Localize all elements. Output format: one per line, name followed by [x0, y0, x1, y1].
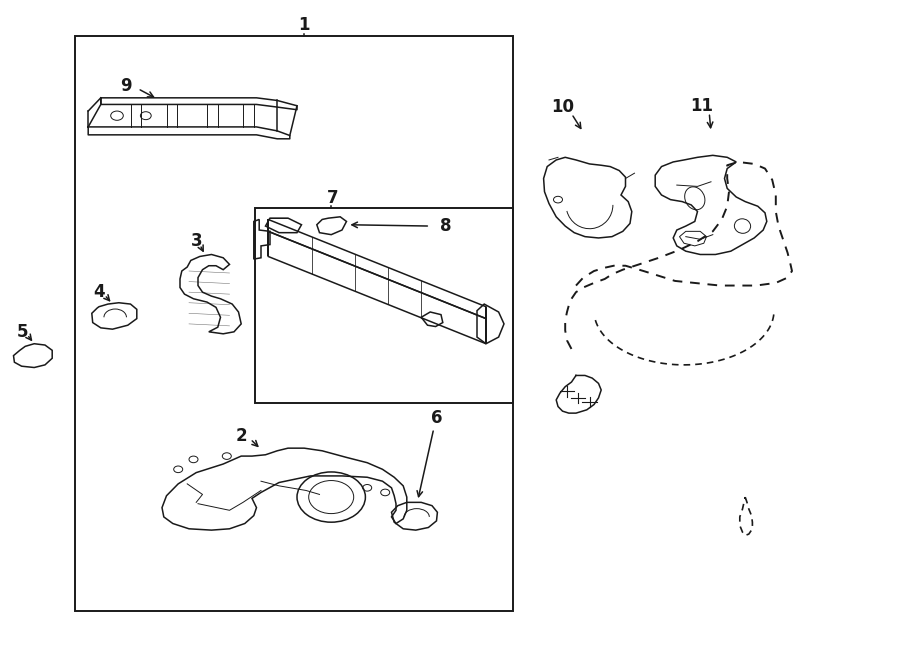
- Text: 8: 8: [440, 217, 451, 235]
- Text: 5: 5: [17, 323, 28, 341]
- Text: 1: 1: [299, 16, 310, 34]
- Text: 11: 11: [690, 97, 714, 115]
- Text: 10: 10: [551, 98, 574, 116]
- Text: 7: 7: [328, 189, 338, 208]
- Text: 3: 3: [191, 232, 202, 251]
- Bar: [75, 36, 513, 611]
- Text: 2: 2: [236, 427, 247, 446]
- Text: 6: 6: [431, 408, 442, 427]
- Text: 9: 9: [121, 77, 131, 95]
- Bar: [255, 208, 513, 403]
- Text: 4: 4: [94, 283, 104, 301]
